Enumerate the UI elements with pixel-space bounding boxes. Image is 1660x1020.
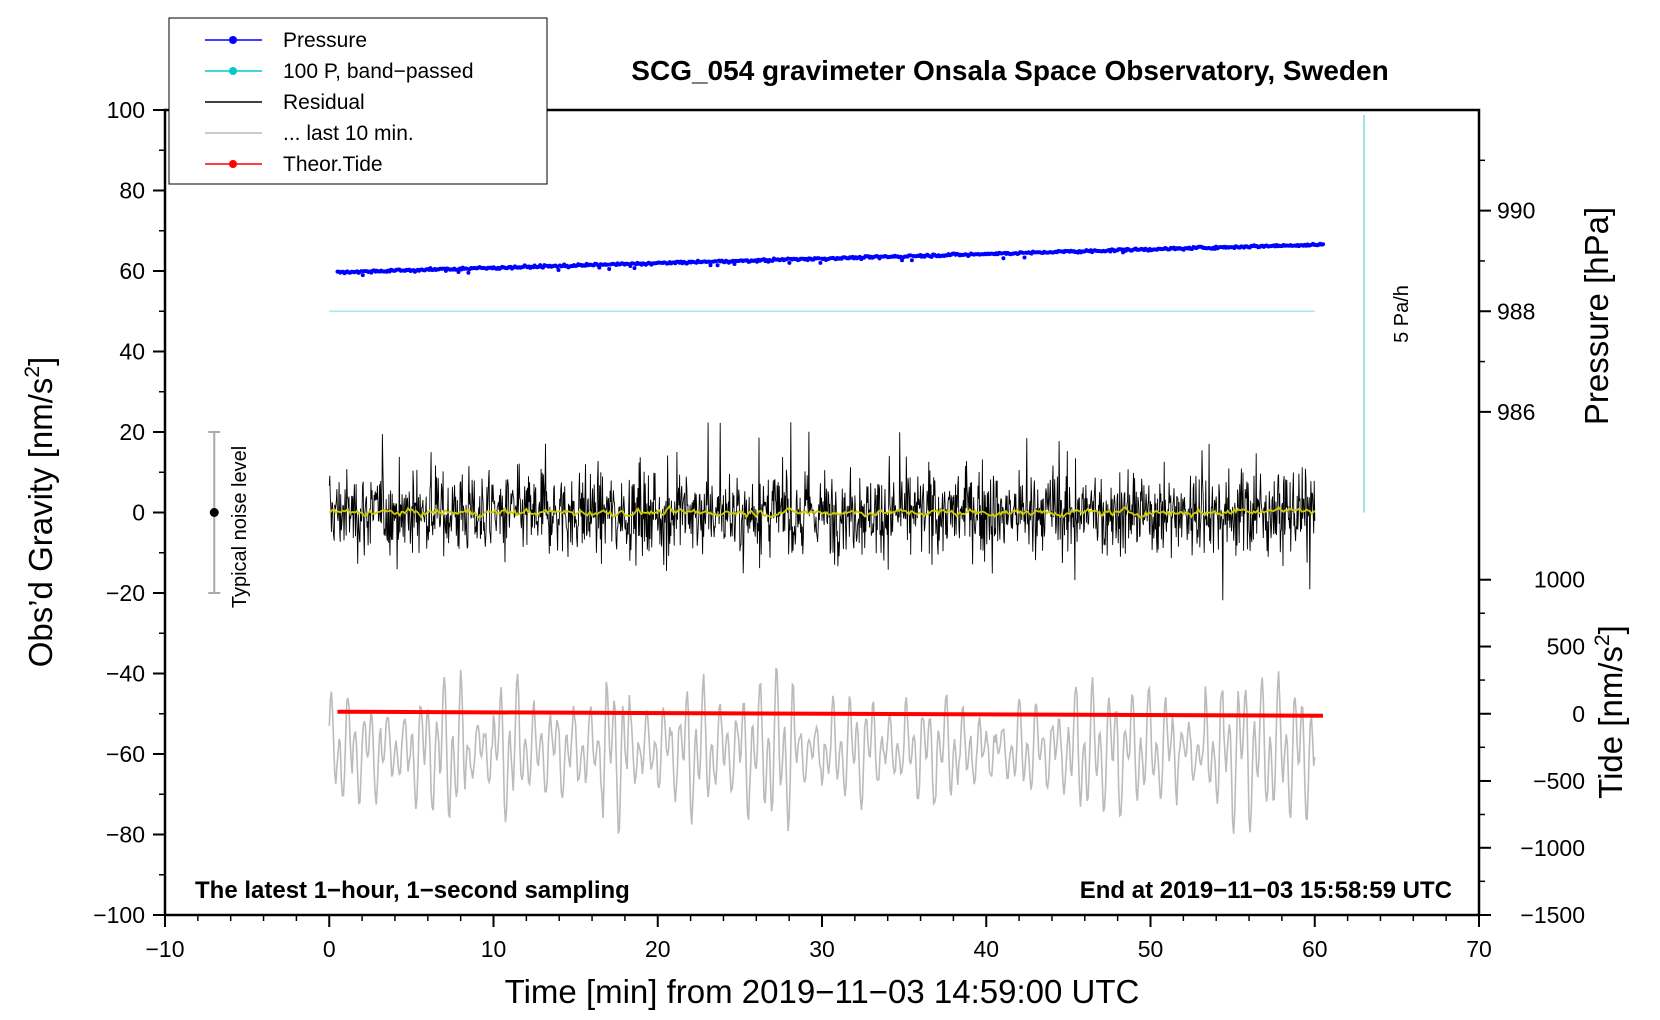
pressure-point	[1119, 247, 1124, 252]
y-tick-label: −60	[106, 741, 145, 767]
pressure-point	[708, 263, 713, 268]
legend-label: 100 P, band−passed	[283, 60, 474, 83]
x-tick-label: 10	[481, 936, 507, 962]
tide-tick-label: 500	[1547, 634, 1585, 660]
annotation-bottom-left: The latest 1−hour, 1−second sampling	[195, 877, 630, 904]
y-tick-label: 0	[132, 500, 145, 526]
y-axis-title-left-sup: 2	[21, 366, 44, 378]
pressure-point	[597, 265, 602, 270]
pressure-point	[715, 263, 720, 268]
pressure-point	[359, 269, 364, 274]
pressure-point	[787, 260, 792, 265]
y-tick-label: 60	[119, 258, 145, 284]
y-axis-title-left-text: Obs’d Gravity [nm/s	[22, 378, 59, 668]
series-residual	[328, 422, 1316, 601]
pressure-point	[456, 270, 461, 274]
legend-label: ... last 10 min.	[283, 122, 414, 145]
x-tick-label: 0	[323, 936, 336, 962]
annotation-bottom-right: End at 2019−11−03 15:58:59 UTC	[1080, 877, 1452, 904]
pressure-point	[1021, 250, 1026, 255]
x-tick-label: 20	[645, 936, 671, 962]
pressure-point	[818, 260, 823, 265]
y-axis-title-left: Obs’d Gravity [nm/s2]	[21, 357, 59, 668]
pressure-point	[556, 268, 561, 272]
pressure-point	[607, 267, 612, 271]
pressure-point	[1001, 256, 1006, 261]
pressure-tick-label: 988	[1497, 298, 1535, 324]
legend-marker	[229, 160, 237, 168]
series-theoretical-tide	[337, 709, 1323, 718]
pressure-tick-label: 986	[1497, 399, 1535, 425]
y-tick-label: −40	[106, 661, 145, 687]
tide-tick-label: −500	[1533, 768, 1585, 794]
legend-label: Pressure	[283, 29, 367, 52]
chart-title: SCG_054 gravimeter Onsala Space Observat…	[631, 55, 1388, 86]
pressure-point	[360, 273, 365, 278]
legend-label: Residual	[283, 91, 365, 114]
x-tick-label: 50	[1138, 936, 1164, 962]
legend-marker	[229, 36, 237, 44]
pressure-point	[707, 259, 712, 264]
series-residual-smoothed	[329, 505, 1316, 520]
y-axis-title-pressure: Pressure [hPa]	[1578, 207, 1615, 425]
y-tick-label: −80	[106, 822, 145, 848]
y-axis-title-tide: Tide [nm/s2]	[1591, 625, 1629, 799]
pressure-point	[909, 258, 914, 263]
x-tick-label: −10	[145, 936, 184, 962]
legend-label: Theor.Tide	[283, 153, 383, 176]
legend-entries: Pressure 100 P, band−passed Residual ... la…	[205, 29, 474, 176]
plot-frame	[163, 108, 1481, 917]
x-tick-label: 70	[1466, 936, 1492, 962]
tide-tick-label: 0	[1572, 701, 1585, 727]
ticks-layer: −10 0 10 20 30 40 50 60 70100806040200−20−40−60−…	[93, 97, 1585, 962]
pressure-tick-label: 990	[1497, 198, 1535, 224]
x-tick-label: 60	[1302, 936, 1328, 962]
tide-tick-label: −1500	[1520, 902, 1585, 928]
y-axis-title-tide-close: ]	[1592, 625, 1629, 634]
series-layer	[208, 115, 1365, 834]
x-tick-label: 30	[809, 936, 835, 962]
tide-tick-label: 1000	[1534, 567, 1585, 593]
x-tick-label: 40	[973, 936, 999, 962]
y-tick-label: 20	[119, 419, 145, 445]
y-tick-label: 40	[119, 339, 145, 365]
series-pressure	[335, 241, 1325, 278]
y-axis-title-tide-text: Tide [nm/s	[1592, 646, 1629, 799]
legend-box	[168, 17, 548, 185]
tide-tick-label: −1000	[1520, 835, 1585, 861]
legend: Pressure 100 P, band−passed Residual ... la…	[168, 17, 548, 185]
y-axis-title-left-close: ]	[22, 357, 59, 366]
noise-bar-center	[209, 508, 219, 517]
legend-marker	[229, 67, 237, 75]
pressure-point	[732, 262, 737, 266]
y-tick-label: −20	[106, 580, 145, 606]
pressure-point	[900, 258, 904, 263]
x-axis-title: Time [min] from 2019−11−03 14:59:00 UTC	[505, 973, 1140, 1010]
pressure-point	[632, 266, 637, 271]
pressure-point	[605, 262, 610, 267]
pressure-point	[1321, 242, 1325, 247]
y-axis-title-tide-sup: 2	[1591, 634, 1614, 646]
noise-bar-label: Typical noise level	[229, 446, 251, 608]
pressure-point	[466, 270, 471, 275]
pressure-point	[1022, 255, 1027, 260]
y-tick-label: 80	[119, 178, 145, 204]
y-tick-label: −100	[93, 902, 145, 928]
y-tick-label: 100	[107, 97, 145, 123]
rate-marker-label: 5 Pa/h	[1391, 285, 1413, 343]
